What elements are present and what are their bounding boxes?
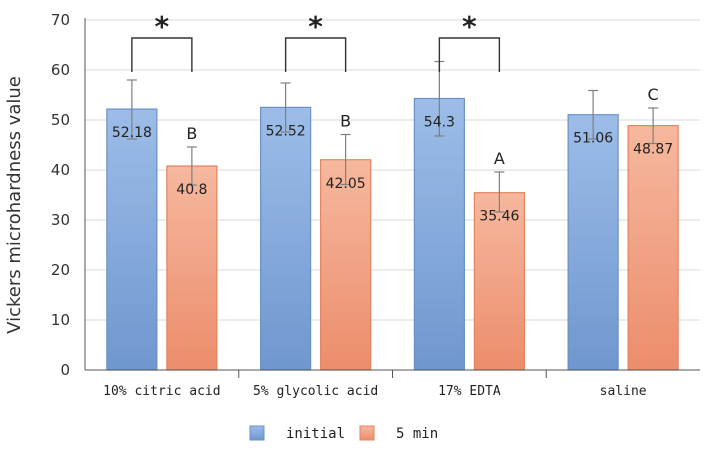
bar-initial — [567, 114, 619, 371]
bar-initial — [413, 97, 465, 371]
data-label: 40.8 — [176, 182, 207, 198]
significance-star: * — [462, 10, 477, 43]
significance-star: * — [308, 10, 323, 43]
y-tick-label: 10 — [51, 311, 70, 329]
significance-bracket — [438, 37, 501, 72]
data-label: 54.3 — [424, 115, 455, 131]
x-tick-label: saline — [600, 384, 647, 399]
y-tick-label: 70 — [51, 11, 70, 29]
significance-bracket — [284, 37, 347, 72]
legend-swatch-initial — [249, 425, 265, 441]
y-tick-label: 60 — [51, 61, 70, 79]
x-tick-label: 10% citric acid — [103, 384, 220, 399]
data-label: 35.46 — [479, 209, 519, 225]
bar-5-min — [320, 159, 372, 371]
y-tick-label: 30 — [51, 211, 70, 229]
significance-bracket — [131, 37, 193, 72]
significance-letter: B — [340, 112, 351, 131]
legend-label: 5 min — [396, 426, 438, 442]
legend-swatch-5-min — [359, 425, 375, 441]
data-label: 51.06 — [573, 131, 613, 147]
data-label: 48.87 — [633, 142, 673, 158]
significance-letter: C — [648, 85, 659, 104]
significance-letter: A — [494, 149, 505, 168]
y-tick-label: 50 — [51, 111, 70, 129]
y-tick-label: 0 — [60, 361, 70, 379]
significance-star: * — [155, 10, 170, 43]
y-tick-label: 40 — [51, 161, 70, 179]
x-tick-label: 5% glycolic acid — [253, 384, 378, 399]
data-label: 52.52 — [266, 123, 306, 139]
data-label: 52.18 — [112, 125, 152, 141]
legend-label: initial — [286, 426, 345, 442]
bar-initial — [260, 106, 312, 371]
significance-letter: B — [186, 124, 197, 143]
y-axis-label: Vickers microhardness value — [4, 76, 25, 334]
bar-5-min — [627, 125, 679, 371]
data-label: 42.05 — [326, 176, 366, 192]
bar-initial — [106, 108, 158, 371]
bar-5-min — [473, 192, 525, 371]
y-tick-label: 20 — [51, 261, 70, 279]
x-tick-label: 17% EDTA — [438, 384, 501, 399]
